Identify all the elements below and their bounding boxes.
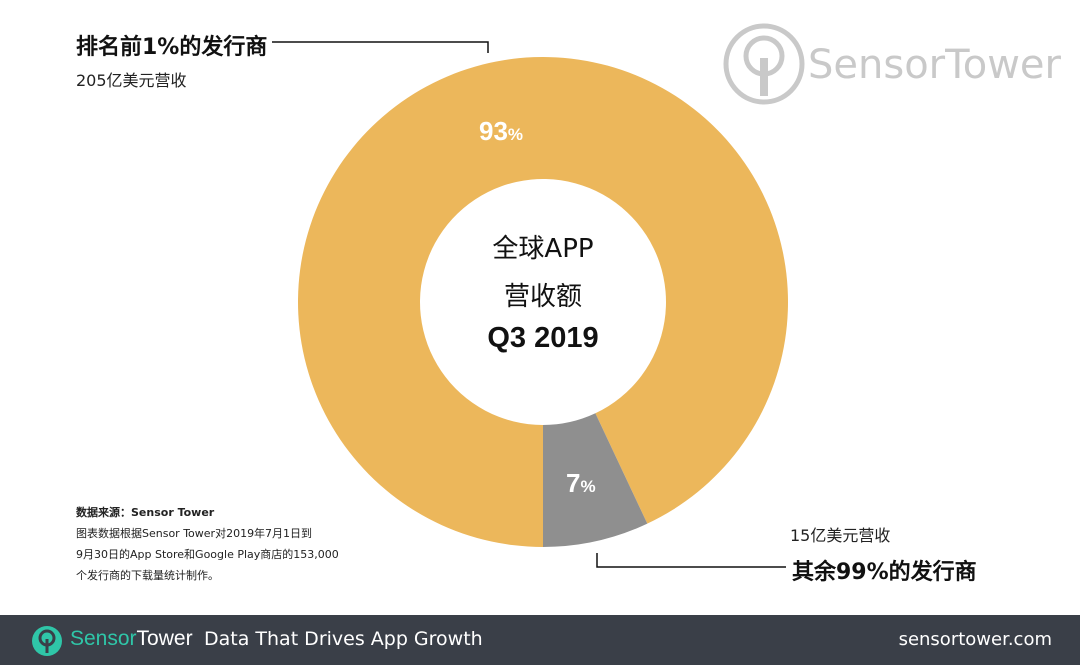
source-line-3: 个发行商的下载量统计制作。 <box>76 569 219 582</box>
center-title-line2: 营收额 <box>503 282 582 312</box>
source-note: 数据来源：Sensor Tower 图表数据根据Sensor Tower对201… <box>76 502 376 586</box>
watermark: SensorTower <box>722 22 1062 106</box>
top-slice-revenue: 205亿美元营收 <box>76 71 187 90</box>
source-line-2: 9月30日的App Store和Google Play商店的153,000 <box>76 548 339 561</box>
footer-url[interactable]: sensortower.com <box>898 629 1052 650</box>
bottom-slice-label: 其余99%的发行商 <box>792 560 977 585</box>
footer-tagline: Data That Drives App Growth <box>204 628 483 650</box>
center-title-line1: 全球APP <box>492 234 594 264</box>
footer-logo-icon <box>32 626 62 656</box>
source-title: 数据来源：Sensor Tower <box>76 506 215 519</box>
donut-slice-top-1-percent <box>297 56 788 547</box>
donut-slice-other-99-percent <box>543 413 648 547</box>
source-line-1: 图表数据根据Sensor Tower对2019年7月1日到 <box>76 527 313 540</box>
top-slice-label: 排名前1%的发行商 <box>76 35 268 60</box>
leader-line-bottom <box>596 553 786 568</box>
bottom-slice-percent: 7% <box>566 468 596 498</box>
leader-line-top <box>272 41 489 53</box>
sensortower-logo-icon <box>723 23 805 105</box>
watermark-text: SensorTower <box>808 42 1061 88</box>
top-slice-percent: 93% <box>479 116 524 146</box>
footer-brand: SensorTower <box>70 627 193 650</box>
center-title-line3: Q3 2019 <box>487 322 599 354</box>
bottom-slice-revenue: 15亿美元营收 <box>790 526 891 545</box>
footer-bar: SensorTower Data That Drives App Growth … <box>0 615 1080 665</box>
